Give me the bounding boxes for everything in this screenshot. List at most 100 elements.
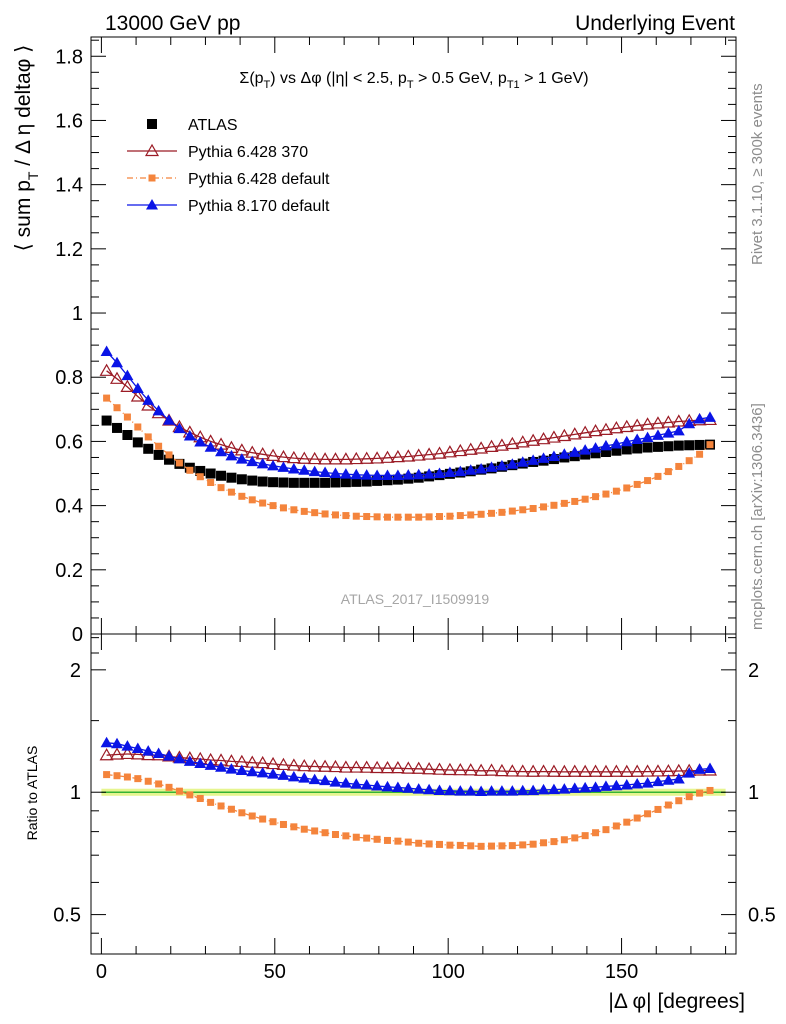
main-point-py8_default [350,468,363,480]
ratio-x-ticks: 0 50 100 150 [96,634,727,983]
main-point-atlas [621,444,632,455]
ratio-y-axis-label: Ratio to ATLAS [24,746,40,841]
ratio-point-py6_default [519,841,527,849]
ratio-point-py6_370 [99,748,114,761]
ratio-series-layer [99,736,718,850]
ratio-point-py6_default [290,823,298,831]
ratio-y-tick-label: 0.5 [53,905,81,927]
main-point-py6_370 [442,445,457,458]
ratio-series-py8_default [100,736,716,797]
ratio-point-py6_370 [432,762,447,775]
ratio-point-py8_default [693,763,706,774]
ratio-point-py8_default [256,766,269,778]
main-point-atlas [112,422,123,433]
main-point-py6_default [477,510,485,518]
ratio-point-py6_default [259,815,267,823]
main-point-atlas [351,476,362,487]
main-point-py6_default [311,509,319,517]
main-point-py6_default [342,512,350,520]
ratio-point-py6_default [415,839,423,847]
main-point-py6_default [456,512,464,520]
ratio-point-py6_default [425,840,433,848]
ratio-point-py8_default [402,782,415,793]
main-point-py6_default [425,513,433,521]
ratio-point-py6_default [654,805,662,813]
main-point-py8_default [246,455,259,467]
main-point-atlas [205,468,216,479]
ratio-point-py8_default [100,736,113,748]
main-point-py6_default [550,501,558,509]
main-point-py6_370 [99,363,114,376]
main-series-layer [99,345,718,521]
ratio-point-py6_370 [297,758,312,772]
main-y-tick-label: 0.2 [55,560,83,582]
ratio-point-py6_default [331,831,339,839]
ratio-point-py6_370 [650,764,666,777]
main-point-py8_default [683,417,696,429]
main-point-py8_default [495,459,508,471]
ratio-point-py8_default [485,785,498,796]
main-point-py6_default [581,495,589,503]
ratio-point-py6_default [217,802,225,810]
ratio-point-py6_default [664,801,672,809]
mcplots-label: mcplots.cern.ch [arXiv:1306.3436] [749,403,766,630]
ratio-y-tick-label: 2 [70,660,81,682]
ratio-point-py6_default [696,789,704,797]
main-point-py8_default [412,468,425,480]
main-point-py6_default [134,423,142,431]
main-point-py6_default [383,513,391,521]
main-point-py8_default [319,466,332,478]
ratio-point-py6_370 [359,760,374,773]
main-point-py6_370 [526,433,541,446]
main-point-py6_370 [630,418,645,431]
ratio-point-py6_default [529,840,537,848]
ratio-point-py6_default [560,836,568,844]
main-point-py6_default [373,513,381,521]
ratio-point-py8_default [163,750,176,761]
ratio-point-py8_default [360,778,373,790]
ratio-point-py8_default [371,779,384,791]
ratio-point-py8_default [589,781,602,792]
legend-item-atlas: ATLAS [147,117,238,134]
legend-label: Pythia 6.428 370 [188,144,308,161]
ratio-point-py6_default [238,809,246,817]
main-point-py8_default [371,469,384,480]
main-point-py8_default [651,429,664,440]
main-point-atlas [195,465,206,476]
ratio-point-py6_370 [567,764,582,777]
ratio-point-py6_default [571,834,579,842]
legend-marker [144,143,160,157]
main-point-atlas [236,474,247,485]
ratio-point-py6_default [581,832,589,840]
ratio-point-py6_370 [349,760,364,773]
ratio-point-py6_default [644,810,652,818]
main-point-atlas [673,440,684,451]
ratio-point-py6_370 [390,760,405,774]
main-point-py8_default [610,437,623,449]
ratio-point-py6_default [207,798,215,806]
main-point-py6_default [664,468,672,476]
ratio-point-py8_default [194,757,207,768]
main-point-atlas [288,477,299,488]
main-point-atlas [694,439,705,450]
ratio-point-py6_370 [318,759,333,772]
ratio-point-py8_default [215,761,228,772]
main-point-atlas [226,472,237,483]
main-point-py6_370 [474,441,489,454]
main-point-py6_default [644,477,652,485]
main-point-py8_default [339,468,352,479]
ratio-point-py6_default [436,840,444,848]
main-point-py8_default [111,356,124,368]
ratio-point-py8_default [568,782,581,793]
main-point-py8_default [454,465,467,477]
ratio-point-py6_370 [442,762,457,776]
main-point-py6_370 [109,371,125,384]
main-point-py6_370 [318,452,333,465]
ratio-point-py8_default [152,747,165,759]
main-point-py8_default [131,382,144,393]
main-point-py6_370 [546,430,561,443]
main-point-py6_370 [505,436,520,450]
main-point-py6_default [654,472,662,480]
main-point-py8_default [547,450,560,462]
main-point-py6_default [123,413,131,421]
